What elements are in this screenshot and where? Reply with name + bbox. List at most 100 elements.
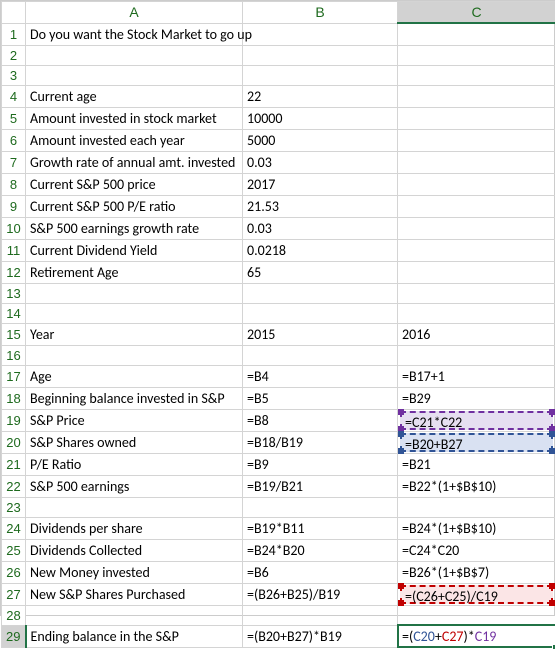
cell-A5[interactable]: Amount invested in stock market <box>26 107 243 129</box>
cell-A14[interactable] <box>26 303 243 323</box>
cell-B16[interactable] <box>243 345 398 365</box>
cell-C9[interactable] <box>398 195 555 217</box>
cell-A3[interactable] <box>26 65 243 85</box>
cell-A22[interactable]: S&P 500 earnings <box>26 475 243 497</box>
range-handle[interactable] <box>549 431 555 437</box>
row-header-24[interactable]: 24 <box>2 517 26 539</box>
range-handle[interactable] <box>549 583 555 589</box>
cell-A15[interactable]: Year <box>26 323 243 345</box>
cell-B15[interactable]: 2015 <box>243 323 398 345</box>
cell-A17[interactable]: Age <box>26 365 243 387</box>
row-header-14[interactable]: 14 <box>2 303 26 323</box>
range-handle[interactable] <box>549 600 555 606</box>
cell-C28[interactable] <box>398 605 555 625</box>
cell-B28[interactable] <box>243 605 398 625</box>
row-header-11[interactable]: 11 <box>2 239 26 261</box>
row-header-6[interactable]: 6 <box>2 129 26 151</box>
cell-A1[interactable]: Do you want the Stock Market to go up <box>26 23 243 45</box>
range-handle[interactable] <box>549 409 555 415</box>
cell-C2[interactable] <box>398 45 555 65</box>
cell-A23[interactable] <box>26 497 243 517</box>
row-header-4[interactable]: 4 <box>2 85 26 107</box>
cell-B25[interactable]: =B24*B20 <box>243 539 398 561</box>
row-header-19[interactable]: 19 <box>2 409 26 431</box>
cell-A28[interactable] <box>26 605 243 625</box>
cell-A2[interactable] <box>26 45 243 65</box>
cell-C22[interactable]: =B22*(1+$B$10) <box>398 475 555 497</box>
cell-A11[interactable]: Current Dividend Yield <box>26 239 243 261</box>
cell-B29[interactable]: =(B20+B27)*B19 <box>243 625 398 647</box>
cell-B14[interactable] <box>243 303 398 323</box>
row-header-21[interactable]: 21 <box>2 453 26 475</box>
range-handle[interactable] <box>398 409 404 415</box>
cell-B20[interactable]: =B18/B19 <box>243 431 398 453</box>
cell-B11[interactable]: 0.0218 <box>243 239 398 261</box>
row-header-23[interactable]: 23 <box>2 497 26 517</box>
cell-A9[interactable]: Current S&P 500 P/E ratio <box>26 195 243 217</box>
cell-C4[interactable] <box>398 85 555 107</box>
cell-C21[interactable]: =B21 <box>398 453 555 475</box>
cell-C13[interactable] <box>398 283 555 303</box>
cell-A10[interactable]: S&P 500 earnings growth rate <box>26 217 243 239</box>
cell-C15[interactable]: 2016 <box>398 323 555 345</box>
cell-B9[interactable]: 21.53 <box>243 195 398 217</box>
cell-C1[interactable] <box>398 23 555 45</box>
cell-A4[interactable]: Current age <box>26 85 243 107</box>
cell-C18[interactable]: =B29 <box>398 387 555 409</box>
cell-B5[interactable]: 10000 <box>243 107 398 129</box>
range-handle[interactable] <box>398 600 404 606</box>
cell-B18[interactable]: =B5 <box>243 387 398 409</box>
cell-C19[interactable]: =C21*C22 <box>398 409 555 431</box>
formula-edit[interactable]: =(C20+C27)*C19 <box>402 628 496 645</box>
range-handle[interactable] <box>398 431 404 437</box>
cell-B19[interactable]: =B8 <box>243 409 398 431</box>
cell-C10[interactable] <box>398 217 555 239</box>
row-header-22[interactable]: 22 <box>2 475 26 497</box>
cell-C5[interactable] <box>398 107 555 129</box>
cell-A21[interactable]: P/E Ratio <box>26 453 243 475</box>
select-all-corner[interactable] <box>2 2 26 24</box>
row-header-29[interactable]: 29 <box>2 625 26 647</box>
range-handle[interactable] <box>398 583 404 589</box>
row-header-1[interactable]: 1 <box>2 23 26 45</box>
cell-A25[interactable]: Dividends Collected <box>26 539 243 561</box>
row-header-5[interactable]: 5 <box>2 107 26 129</box>
cell-B10[interactable]: 0.03 <box>243 217 398 239</box>
row-header-25[interactable]: 25 <box>2 539 26 561</box>
cell-C11[interactable] <box>398 239 555 261</box>
cell-B2[interactable] <box>243 45 398 65</box>
row-header-12[interactable]: 12 <box>2 261 26 283</box>
cell-C25[interactable]: =C24*C20 <box>398 539 555 561</box>
row-header-26[interactable]: 26 <box>2 561 26 583</box>
row-header-27[interactable]: 27 <box>2 583 26 605</box>
cell-C24[interactable]: =B24*(1+$B$10) <box>398 517 555 539</box>
cell-C29[interactable]: =(C20+C27)*C19 <box>398 625 555 647</box>
cell-A8[interactable]: Current S&P 500 price <box>26 173 243 195</box>
row-header-28[interactable]: 28 <box>2 605 26 625</box>
cell-C17[interactable]: =B17+1 <box>398 365 555 387</box>
cell-A6[interactable]: Amount invested each year <box>26 129 243 151</box>
row-header-16[interactable]: 16 <box>2 345 26 365</box>
cell-C8[interactable] <box>398 173 555 195</box>
cell-A27[interactable]: New S&P Shares Purchased <box>26 583 243 605</box>
row-header-10[interactable]: 10 <box>2 217 26 239</box>
row-header-9[interactable]: 9 <box>2 195 26 217</box>
cell-B24[interactable]: =B19*B11 <box>243 517 398 539</box>
cell-B21[interactable]: =B9 <box>243 453 398 475</box>
spreadsheet-grid[interactable]: A B C 1Do you want the Stock Market to g… <box>1 1 555 648</box>
cell-B13[interactable] <box>243 283 398 303</box>
col-header-A[interactable]: A <box>26 2 243 24</box>
cell-B26[interactable]: =B6 <box>243 561 398 583</box>
col-header-C[interactable]: C <box>398 2 555 24</box>
cell-B6[interactable]: 5000 <box>243 129 398 151</box>
cell-B27[interactable]: =(B26+B25)/B19 <box>243 583 398 605</box>
cell-A7[interactable]: Growth rate of annual amt. invested <box>26 151 243 173</box>
cell-A24[interactable]: Dividends per share <box>26 517 243 539</box>
row-header-20[interactable]: 20 <box>2 431 26 453</box>
cell-C27[interactable]: =(C26+C25)/C19 <box>398 583 555 605</box>
cell-B22[interactable]: =B19/B21 <box>243 475 398 497</box>
cell-A26[interactable]: New Money invested <box>26 561 243 583</box>
cell-B23[interactable] <box>243 497 398 517</box>
col-header-B[interactable]: B <box>243 2 398 24</box>
cell-C3[interactable] <box>398 65 555 85</box>
